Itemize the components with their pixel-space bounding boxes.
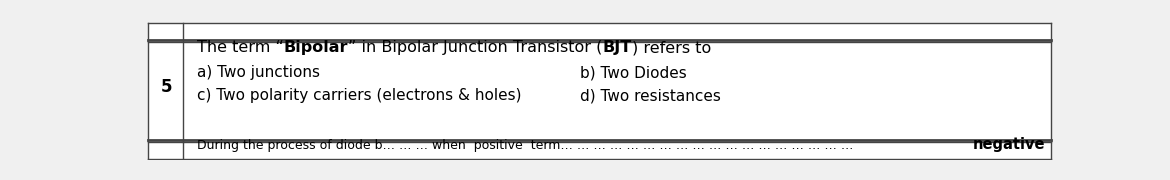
Text: ) refers to: ) refers to [632, 40, 711, 55]
Text: BJT: BJT [603, 40, 632, 55]
Text: b) Two Diodes: b) Two Diodes [580, 65, 687, 80]
Text: ” in Bipolar Junction Transistor (: ” in Bipolar Junction Transistor ( [347, 40, 603, 55]
Text: d) Two resistances: d) Two resistances [580, 88, 721, 103]
Text: The term “: The term “ [197, 40, 283, 55]
Text: During the process of diode b… … … when  positive  term… … … … … … … … … … … … …: During the process of diode b… … … when … [197, 140, 853, 152]
Text: c) Two polarity carriers (electrons & holes): c) Two polarity carriers (electrons & ho… [197, 88, 521, 103]
Text: Bipolar: Bipolar [283, 40, 347, 55]
Text: 5: 5 [160, 78, 172, 96]
Text: a) Two junctions: a) Two junctions [197, 65, 319, 80]
Text: negative: negative [972, 137, 1045, 152]
